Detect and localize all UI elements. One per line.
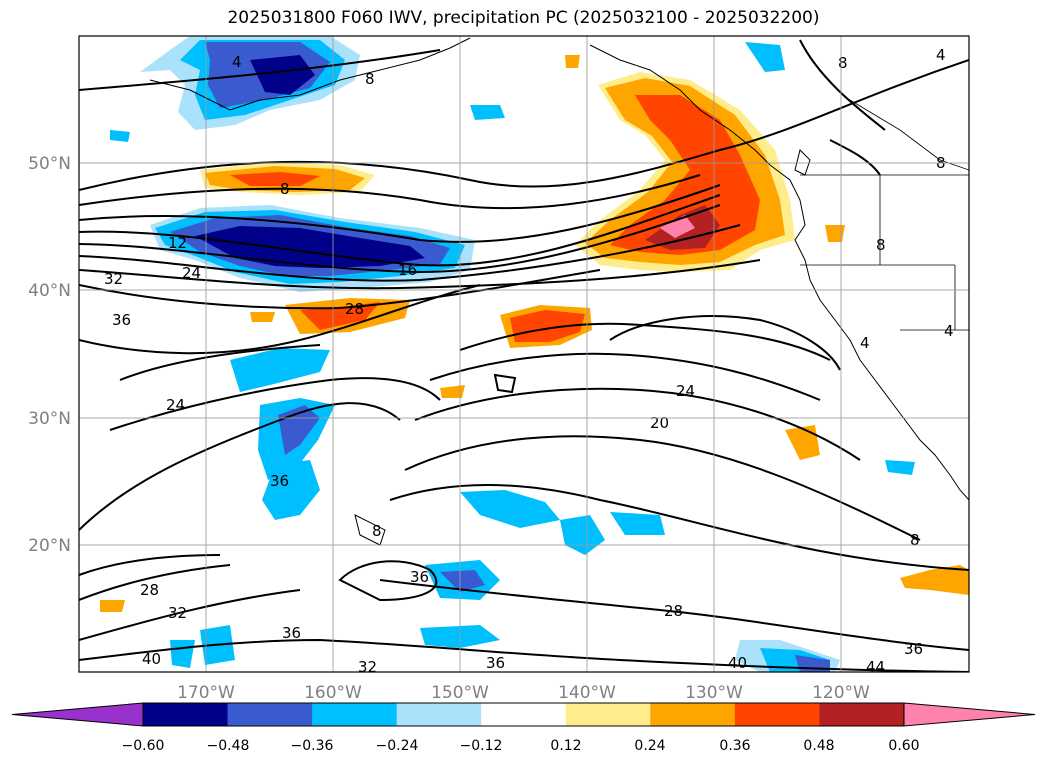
colorbar-tick-label: −0.36 [291,738,334,754]
colorbar-tick-label: 0.60 [888,738,919,754]
longitude-labels: 170°W 160°W 150°W 140°W 130°W 120°W [177,683,870,703]
contour-label: 24 [676,382,695,400]
contour-label: 28 [345,300,364,318]
contour-label: 4 [232,53,242,71]
colorbar-tick-label: 0.12 [550,738,581,754]
map-content: 4 8 8 8 8 8 12 16 24 24 24 20 28 28 28 3… [79,36,969,676]
contour-label: 32 [358,658,377,676]
precip-positive-shading [100,55,969,612]
colorbar-segment [227,703,313,726]
colorbar-tick-labels: −0.60 −0.48 −0.36 −0.24 −0.12 0.12 0.24 … [122,738,920,754]
contour-label: 8 [838,54,848,72]
contour-label: 24 [182,264,201,282]
colorbar-segment [819,703,905,726]
lon-label-140w: 140°W [558,683,616,703]
map-plot-area [79,36,969,672]
contour-label: 36 [282,624,301,642]
map-title: 2025031800 F060 IWV, precipitation PC (2… [227,8,820,28]
iwv-contours [79,39,969,672]
colorbar-tick-label: −0.12 [460,738,503,754]
contour-label: 40 [142,650,161,668]
colorbar-segment [734,703,820,726]
colorbar-segment [481,703,567,726]
contour-labels: 4 8 8 8 8 8 12 16 24 24 24 20 28 28 28 3… [104,46,954,676]
contour-label: 44 [866,658,885,676]
contour-label: 8 [372,522,382,540]
contour-label: 8 [365,70,375,88]
map-frame [78,35,970,673]
contour-label: 28 [140,581,159,599]
lon-label-150w: 150°W [431,683,489,703]
latitude-labels: 50°N 40°N 30°N 20°N [28,154,71,556]
colorbar-frame [142,702,905,727]
colorbar [11,702,1036,727]
contour-label: 20 [650,414,669,432]
contour-label: 28 [664,602,683,620]
contour-label: 8 [280,180,290,198]
contour-label: 36 [904,640,923,658]
lat-label-40n: 40°N [28,281,71,301]
lat-label-20n: 20°N [28,536,71,556]
lon-label-160w: 160°W [304,683,362,703]
lon-label-120w: 120°W [812,683,870,703]
contour-label: 4 [944,322,954,340]
colorbar-segment [650,703,736,726]
contour-label: 36 [112,311,131,329]
contour-label: 4 [936,46,946,64]
contour-label: 36 [410,568,429,586]
contour-label: 4 [860,334,870,352]
colorbar-tick-label: 0.24 [634,738,665,754]
lat-label-50n: 50°N [28,154,71,174]
lon-label-130w: 130°W [685,683,743,703]
contour-label: 36 [270,472,289,490]
colorbar-tick-label: 0.36 [719,738,750,754]
colorbar-tick-label: −0.48 [207,738,250,754]
colorbar-segment [396,703,482,726]
lon-label-170w: 170°W [177,683,235,703]
lat-label-30n: 30°N [28,409,71,429]
contour-label: 12 [168,234,187,252]
political-borders [800,99,969,331]
contour-label: 32 [104,270,123,288]
colorbar-tick-label: −0.24 [376,738,419,754]
colorbar-segment [565,703,651,726]
contour-label: 24 [166,396,185,414]
contour-label: 36 [486,654,505,672]
colorbar-segment [312,703,398,726]
contour-label: 32 [168,604,187,622]
contour-label: 8 [910,531,920,549]
colorbar-tick-label: −0.60 [122,738,165,754]
gridlines [79,36,969,672]
colorbar-extend-low [11,702,144,727]
colorbar-extend-high [903,702,1036,727]
contour-label: 40 [728,654,747,672]
contour-label: 16 [398,261,417,279]
colorbar-segment [143,703,229,726]
colorbar-tick-label: 0.48 [803,738,834,754]
contour-label: 8 [876,236,886,254]
